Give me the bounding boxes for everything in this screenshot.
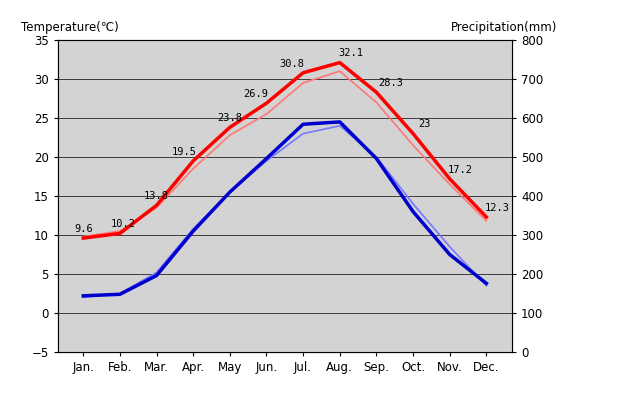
- Bar: [144, 300, 157, 352]
- Bar: [303, 292, 316, 352]
- Bar: [474, 334, 486, 352]
- Text: 28.3: 28.3: [379, 78, 404, 88]
- Bar: [230, 302, 243, 352]
- Bar: [291, 266, 303, 352]
- Bar: [253, 255, 266, 352]
- Bar: [327, 308, 340, 352]
- Bar: [450, 316, 463, 352]
- Bar: [413, 275, 426, 352]
- Bar: [376, 270, 389, 352]
- Bar: [157, 306, 170, 352]
- Text: Temperature(℃): Temperature(℃): [21, 21, 119, 34]
- Text: 12.3: 12.3: [485, 203, 510, 213]
- Text: 19.5: 19.5: [172, 147, 196, 157]
- Legend: Hiroshima
Precipitation, Tokyo
Precipitation, Hiroshima
High Temp., Hiroshima
Lo: Hiroshima Precipitation, Tokyo Precipita…: [407, 45, 507, 201]
- Bar: [70, 332, 83, 352]
- Bar: [107, 323, 120, 352]
- Bar: [120, 330, 132, 352]
- Text: 32.1: 32.1: [339, 48, 364, 58]
- Bar: [486, 332, 499, 352]
- Bar: [83, 332, 96, 352]
- Bar: [340, 286, 353, 352]
- Text: Precipitation(mm): Precipitation(mm): [451, 21, 557, 34]
- Bar: [193, 301, 206, 352]
- Bar: [400, 324, 413, 352]
- Bar: [180, 288, 193, 352]
- Text: 23: 23: [418, 119, 430, 129]
- Bar: [437, 324, 450, 352]
- Bar: [364, 276, 376, 352]
- Text: 10.2: 10.2: [111, 219, 136, 229]
- Bar: [217, 288, 230, 352]
- Text: 9.6: 9.6: [74, 224, 93, 234]
- Text: 23.8: 23.8: [218, 113, 243, 123]
- Text: 30.8: 30.8: [280, 58, 305, 68]
- Text: 13.8: 13.8: [144, 191, 169, 201]
- Bar: [266, 287, 279, 352]
- Text: 17.2: 17.2: [448, 165, 473, 174]
- Text: 26.9: 26.9: [243, 89, 268, 99]
